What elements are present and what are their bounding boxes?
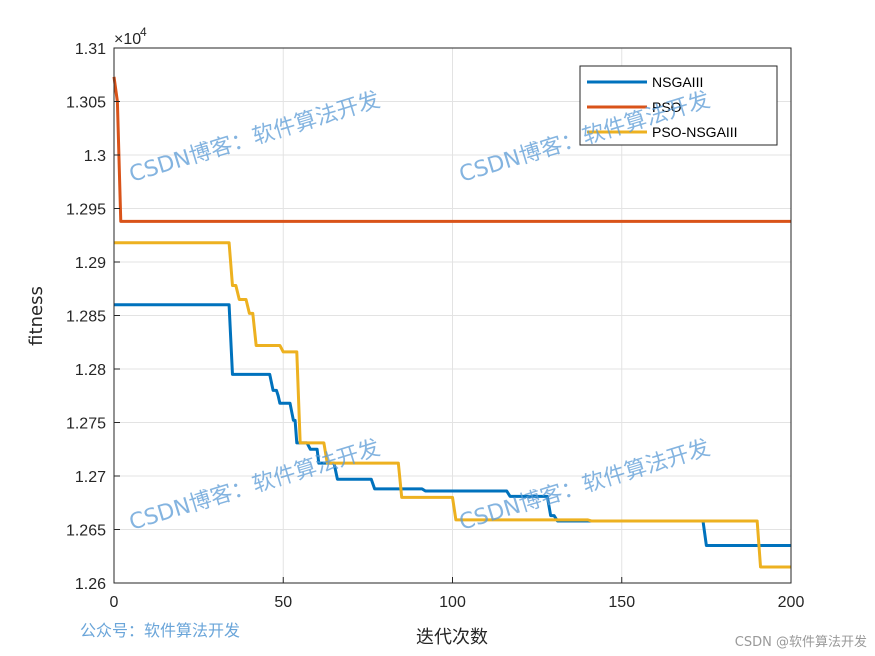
exponent-power: 4 [140, 25, 147, 39]
footer-wechat-account: 公众号：软件算法开发 [80, 621, 240, 640]
x-tick-label: 50 [274, 594, 292, 611]
y-tick-label: 1.295 [66, 202, 106, 219]
x-tick-label: 150 [608, 594, 635, 611]
legend-label: PSO-NSGAIII [652, 124, 738, 140]
legend: NSGAIII PSO PSO-NSGAIII [579, 65, 778, 146]
y-ticks: 1.261.2651.271.2751.281.2851.291.2951.31… [66, 41, 120, 593]
y-tick-label: 1.275 [66, 416, 106, 433]
y-tick-label: 1.31 [75, 41, 106, 58]
y-tick-label: 1.285 [66, 309, 106, 326]
y-tick-label: 1.3 [84, 148, 106, 165]
y-tick-label: 1.305 [66, 95, 106, 112]
exponent-base: ×10 [114, 31, 141, 48]
x-ticks: 0 50 100 150 200 [110, 577, 805, 611]
series-layer [112, 76, 791, 569]
x-tick-label: 100 [439, 594, 466, 611]
x-tick-label: 0 [110, 594, 119, 611]
y-axis-label: fitness [26, 286, 47, 346]
footer-csdn-credit: CSDN @软件算法开发 [735, 634, 867, 650]
series-line-pso [112, 76, 791, 223]
y-tick-label: 1.27 [75, 469, 106, 486]
legend-label: NSGAIII [652, 74, 703, 90]
series-line-pso-nsgaiii [114, 241, 791, 569]
x-axis-label: 迭代次数 [416, 627, 488, 648]
y-tick-label: 1.29 [75, 255, 106, 272]
series-line-nsgaiii [114, 303, 791, 548]
x-tick-label: 200 [778, 594, 805, 611]
legend-label: PSO [652, 99, 682, 115]
y-tick-label: 1.265 [66, 523, 106, 540]
grid-lines [113, 47, 792, 584]
y-tick-label: 1.28 [75, 362, 106, 379]
y-tick-label: 1.26 [75, 576, 106, 593]
